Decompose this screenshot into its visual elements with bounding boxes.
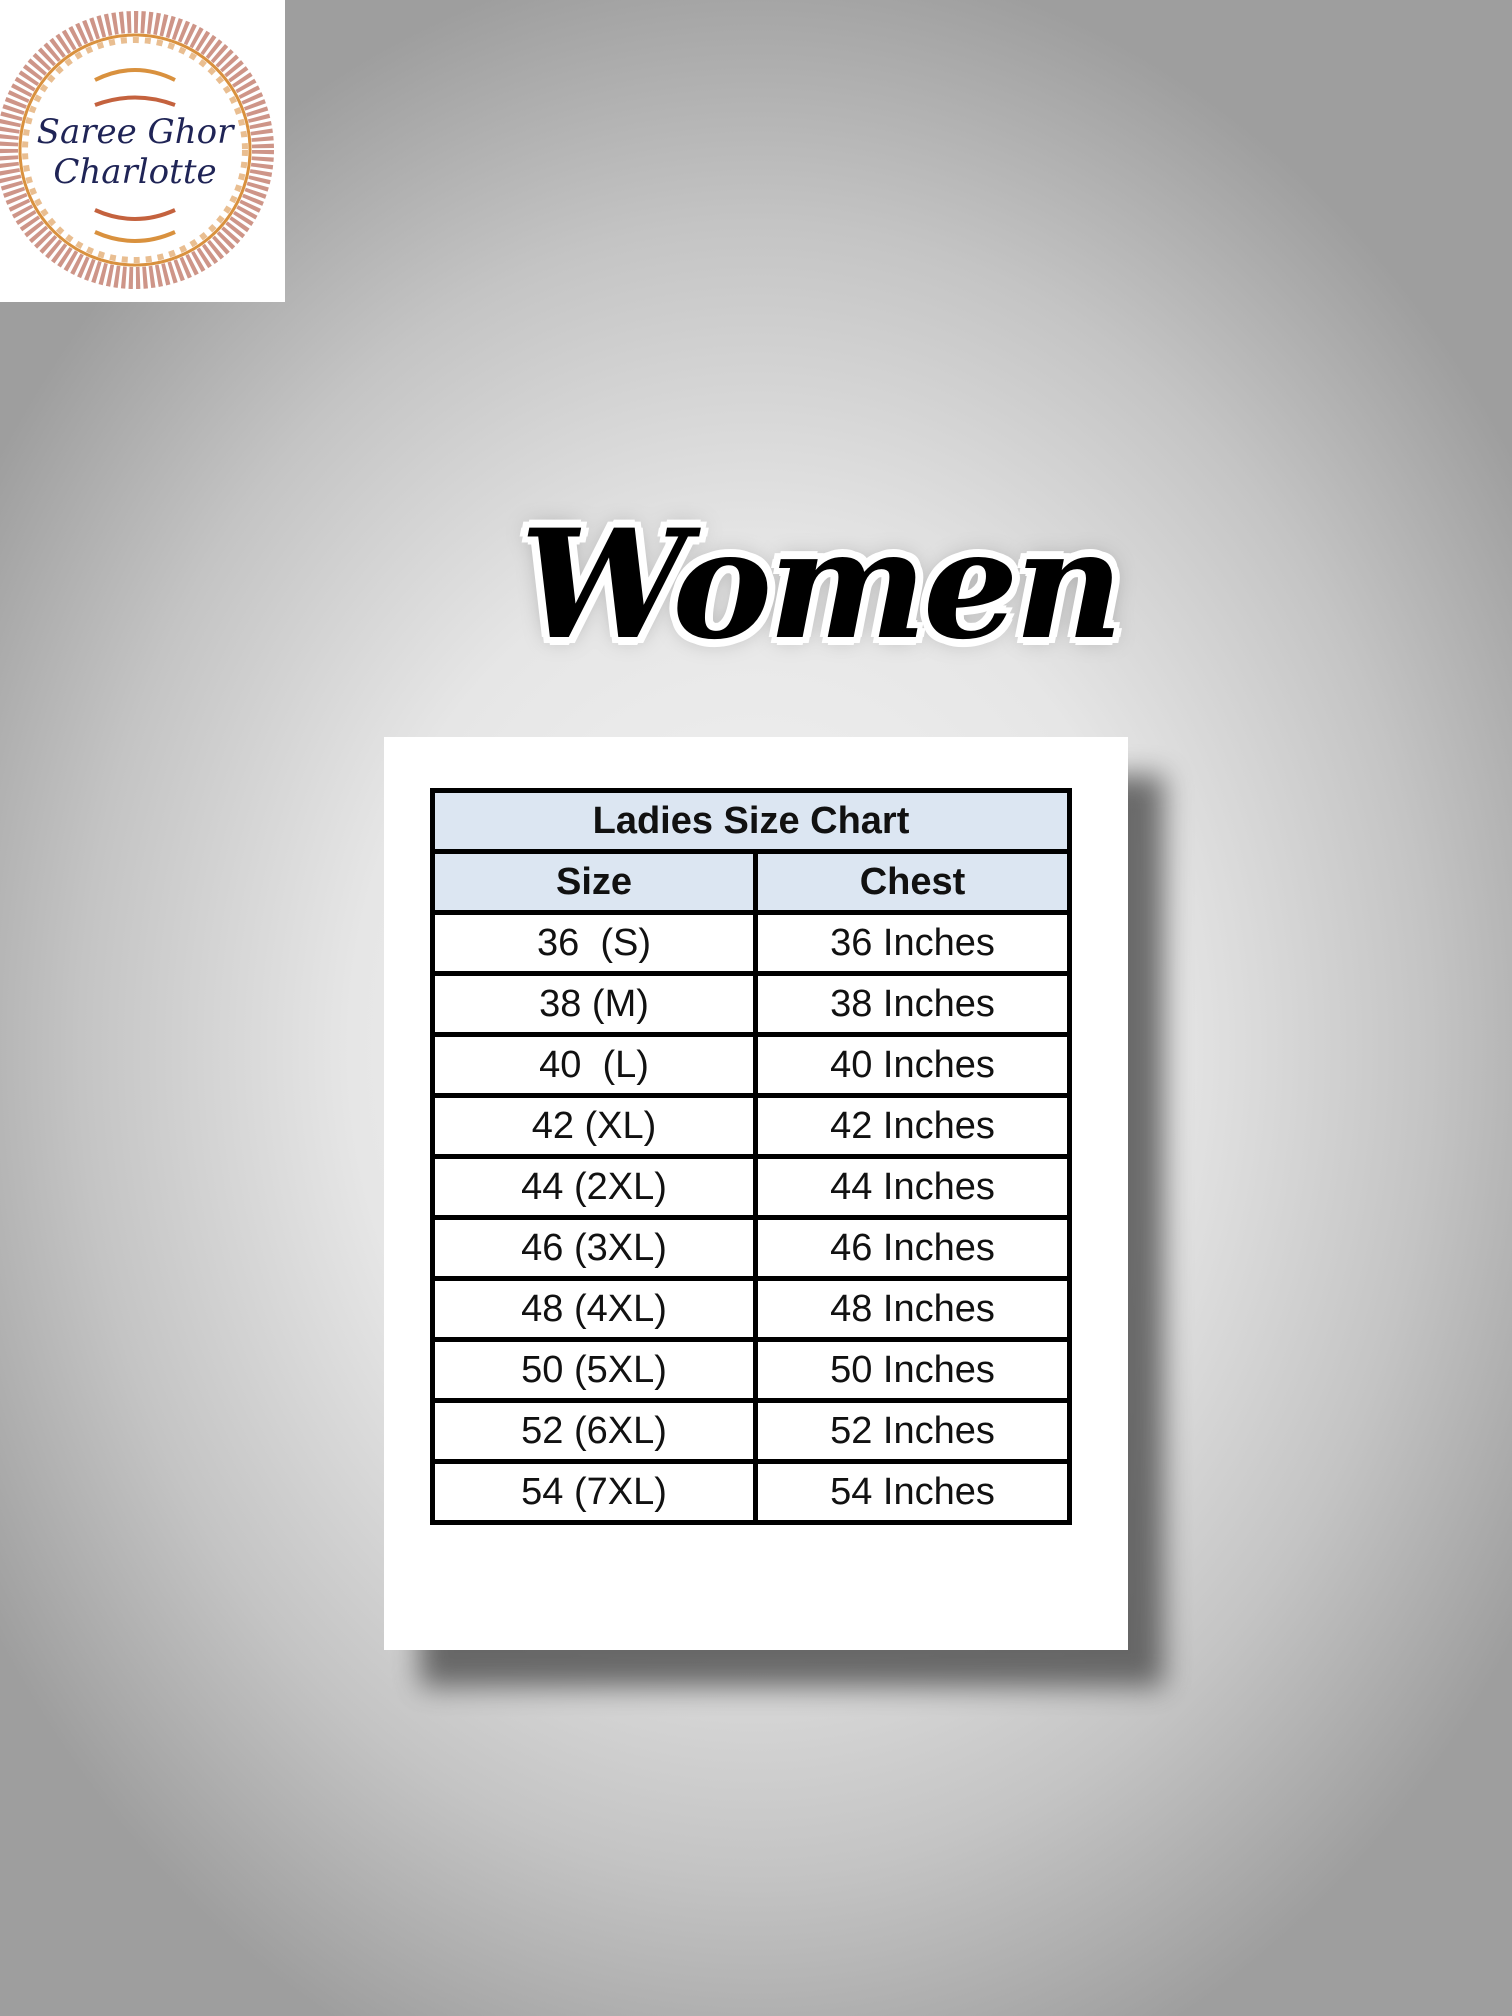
size-cell: 44 (2XL) [430, 1154, 758, 1220]
chest-cell: 52 Inches [753, 1398, 1072, 1464]
size-cell: 36 (S) [430, 910, 758, 976]
logo-line-2: Charlotte [53, 152, 217, 192]
chest-cell: 42 Inches [753, 1093, 1072, 1159]
column-header-size: Size [430, 849, 758, 915]
chest-cell: 46 Inches [753, 1215, 1072, 1281]
table-row: 44 (2XL) 44 Inches [430, 1154, 1072, 1220]
table-row: 36 (S) 36 Inches [430, 910, 1072, 976]
size-chart-card: Ladies Size Chart Size Chest 36 (S) 36 In… [384, 737, 1128, 1650]
table-row: 50 (5XL) 50 Inches [430, 1337, 1072, 1403]
table-title: Ladies Size Chart [430, 788, 1072, 854]
size-cell: 52 (6XL) [430, 1398, 758, 1464]
column-header-chest: Chest [753, 849, 1072, 915]
chest-cell: 36 Inches [753, 910, 1072, 976]
table-row: 40 (L) 40 Inches [430, 1032, 1072, 1098]
size-cell: 40 (L) [430, 1032, 758, 1098]
size-cell: 50 (5XL) [430, 1337, 758, 1403]
chest-cell: 40 Inches [753, 1032, 1072, 1098]
size-chart-table: Ladies Size Chart Size Chest 36 (S) 36 In… [430, 788, 1072, 1525]
logo-line-1: Saree Ghor [36, 112, 234, 152]
table-row: 52 (6XL) 52 Inches [430, 1398, 1072, 1464]
ornament-ring-icon [0, 11, 274, 289]
chest-cell: 38 Inches [753, 971, 1072, 1037]
size-cell: 46 (3XL) [430, 1215, 758, 1281]
chest-cell: 50 Inches [753, 1337, 1072, 1403]
table-row: 38 (M) 38 Inches [430, 971, 1072, 1037]
page-heading: Women [520, 497, 1123, 673]
logo-text: Saree Ghor Charlotte [0, 112, 270, 192]
table-row: 54 (7XL) 54 Inches [430, 1459, 1072, 1525]
table-row: 48 (4XL) 48 Inches [430, 1276, 1072, 1342]
size-cell: 54 (7XL) [430, 1459, 758, 1525]
chest-cell: 44 Inches [753, 1154, 1072, 1220]
size-cell: 48 (4XL) [430, 1276, 758, 1342]
table-row: 46 (3XL) 46 Inches [430, 1215, 1072, 1281]
chest-cell: 48 Inches [753, 1276, 1072, 1342]
table-row: 42 (XL) 42 Inches [430, 1093, 1072, 1159]
size-cell: 42 (XL) [430, 1093, 758, 1159]
size-cell: 38 (M) [430, 971, 758, 1037]
brand-logo: Saree Ghor Charlotte [0, 0, 285, 302]
chest-cell: 54 Inches [753, 1459, 1072, 1525]
